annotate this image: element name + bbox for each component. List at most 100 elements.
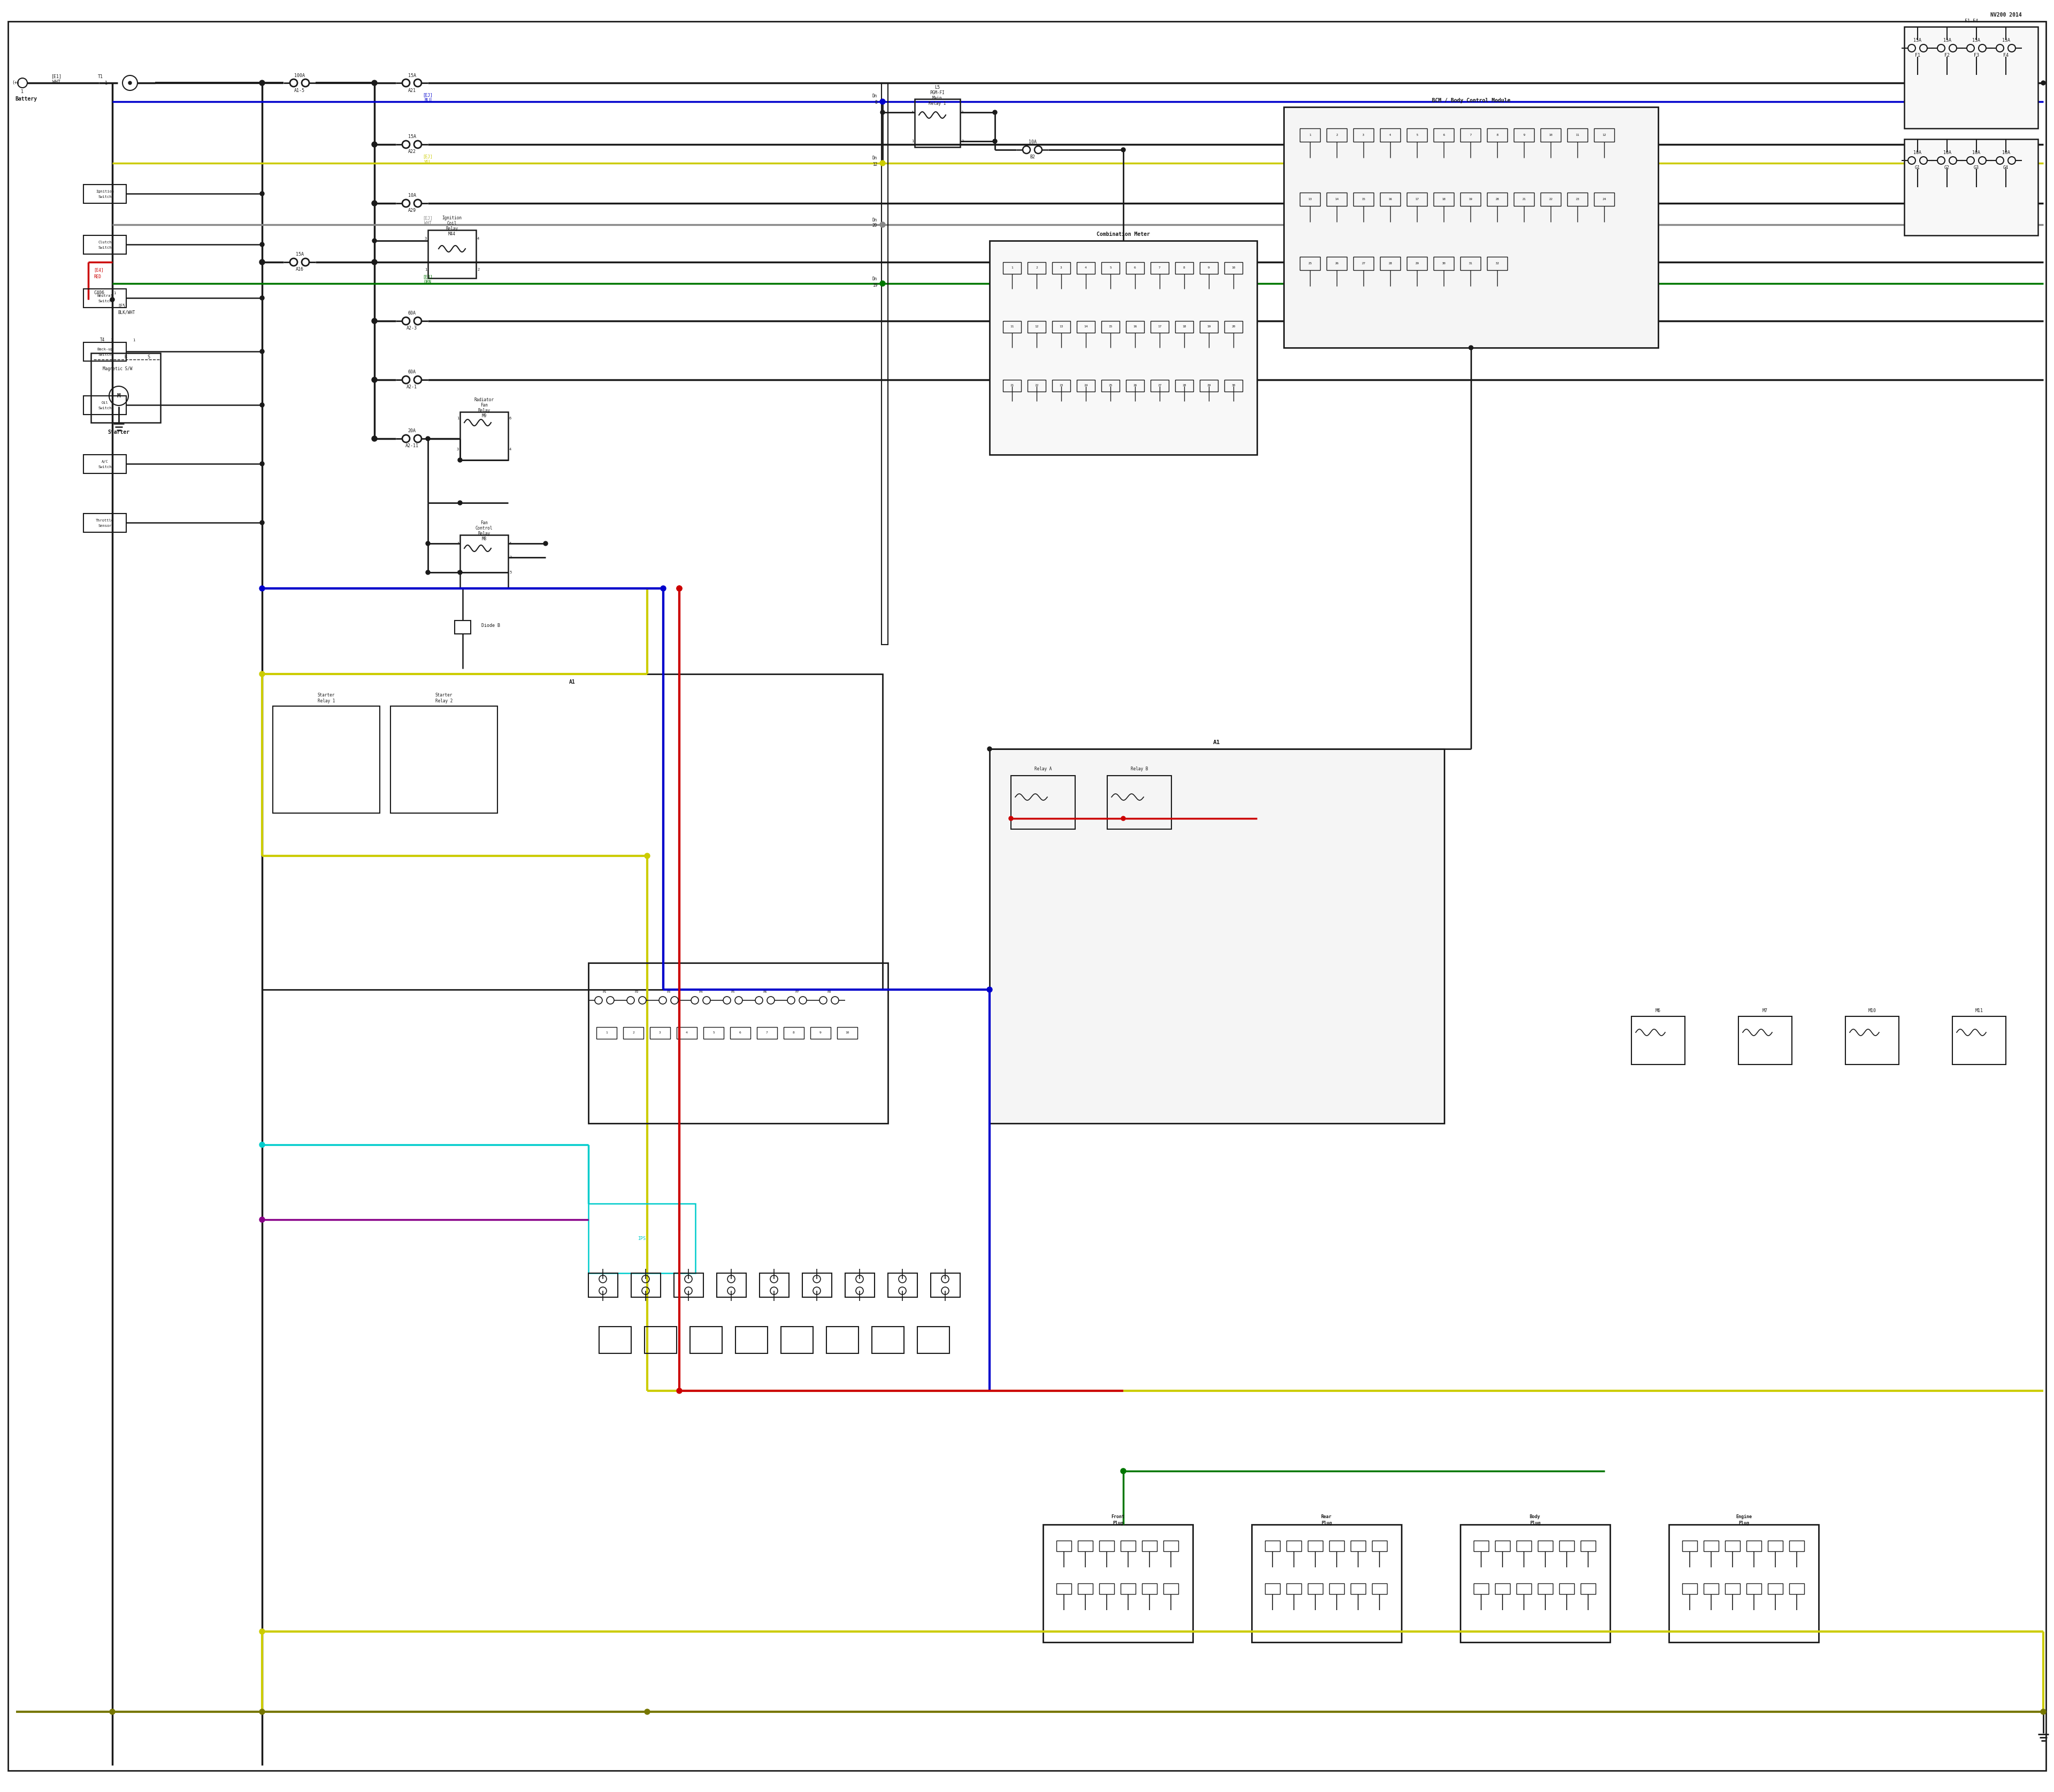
Text: 8: 8: [875, 100, 877, 106]
Text: 11: 11: [1575, 133, 1580, 136]
Circle shape: [109, 1710, 115, 1715]
Bar: [1126, 321, 1144, 333]
Circle shape: [261, 349, 265, 353]
Bar: [1789, 1584, 1803, 1595]
Text: 24: 24: [1085, 383, 1089, 387]
Text: 14: 14: [1085, 326, 1089, 328]
Text: 10A: 10A: [1914, 151, 1923, 156]
Circle shape: [372, 319, 378, 324]
Text: M11: M11: [1976, 1009, 1982, 1014]
Circle shape: [544, 541, 548, 545]
Bar: [1286, 1541, 1302, 1552]
Text: P5: P5: [731, 991, 735, 993]
Text: 3: 3: [456, 572, 458, 573]
Text: T1: T1: [99, 73, 103, 79]
Bar: [1407, 129, 1428, 142]
Bar: [1567, 129, 1588, 142]
Text: BLK/WHT: BLK/WHT: [117, 310, 136, 315]
Bar: [1352, 1584, 1366, 1595]
Bar: [645, 1326, 676, 1353]
Bar: [1076, 321, 1095, 333]
Bar: [84, 289, 125, 308]
Text: 4: 4: [509, 541, 511, 545]
Bar: [1725, 1541, 1740, 1552]
Circle shape: [676, 1389, 682, 1394]
Circle shape: [1469, 346, 1473, 349]
Text: 100A: 100A: [294, 73, 304, 77]
Text: M6: M6: [1656, 1009, 1662, 1014]
Text: 15: 15: [1362, 197, 1366, 201]
Bar: [690, 1326, 723, 1353]
Text: Plug: Plug: [1530, 1521, 1540, 1525]
Text: A22: A22: [409, 149, 415, 154]
Text: WHT: WHT: [51, 79, 60, 84]
Text: Battery: Battery: [14, 97, 37, 102]
Circle shape: [425, 541, 429, 545]
Circle shape: [988, 747, 992, 751]
Bar: [587, 1272, 618, 1297]
Text: [EJ]: [EJ]: [423, 215, 433, 220]
Text: Combination Meter: Combination Meter: [1097, 231, 1150, 237]
Text: F1: F1: [1914, 54, 1920, 57]
Text: P2: P2: [635, 991, 639, 993]
Text: 30: 30: [1232, 383, 1234, 387]
Text: T4: T4: [101, 339, 105, 342]
Bar: [84, 396, 125, 414]
Bar: [729, 1027, 750, 1039]
Text: Switch: Switch: [99, 195, 111, 199]
Bar: [1407, 256, 1428, 271]
Circle shape: [261, 192, 265, 195]
Text: M: M: [117, 392, 121, 398]
Bar: [1495, 1541, 1510, 1552]
Text: 17: 17: [1415, 197, 1419, 201]
Circle shape: [425, 437, 429, 441]
Text: 20: 20: [873, 224, 877, 228]
Text: 23: 23: [1575, 197, 1580, 201]
Bar: [1284, 108, 1658, 348]
Text: 10A: 10A: [409, 194, 415, 199]
Text: 12: 12: [873, 161, 877, 167]
Text: 2: 2: [477, 269, 479, 271]
Text: 11: 11: [1011, 326, 1015, 328]
Text: 24: 24: [1602, 197, 1606, 201]
Bar: [1002, 321, 1021, 333]
Text: 10A: 10A: [1972, 151, 1980, 156]
Bar: [1002, 262, 1021, 274]
Text: 12: 12: [1035, 326, 1039, 328]
Bar: [1789, 1541, 1803, 1552]
Bar: [1487, 256, 1508, 271]
Bar: [1175, 262, 1193, 274]
Circle shape: [261, 296, 265, 299]
Bar: [1746, 1541, 1762, 1552]
Bar: [1380, 129, 1401, 142]
Bar: [1460, 1525, 1610, 1641]
Circle shape: [458, 500, 462, 505]
Bar: [930, 1272, 959, 1297]
Circle shape: [259, 1142, 265, 1147]
Text: YEL: YEL: [425, 159, 431, 165]
Bar: [1354, 129, 1374, 142]
Circle shape: [261, 462, 265, 466]
Bar: [844, 1272, 875, 1297]
Bar: [84, 185, 125, 202]
Bar: [390, 706, 497, 814]
Text: 3: 3: [961, 111, 963, 115]
Circle shape: [1121, 817, 1126, 821]
Bar: [881, 82, 887, 645]
Text: 22: 22: [1035, 383, 1039, 387]
Bar: [887, 1272, 918, 1297]
Text: A29: A29: [409, 208, 415, 213]
Bar: [1200, 321, 1218, 333]
Bar: [460, 536, 507, 588]
Bar: [587, 962, 887, 1124]
Text: (+): (+): [12, 81, 21, 86]
Text: 12: 12: [1602, 133, 1606, 136]
Text: [E1]: [E1]: [51, 73, 62, 79]
Text: Radiator: Radiator: [474, 398, 493, 403]
Text: 60A: 60A: [409, 312, 415, 315]
Bar: [1076, 380, 1095, 392]
Bar: [918, 1326, 949, 1353]
Circle shape: [372, 238, 376, 244]
Bar: [1514, 192, 1534, 206]
Bar: [1107, 776, 1171, 830]
